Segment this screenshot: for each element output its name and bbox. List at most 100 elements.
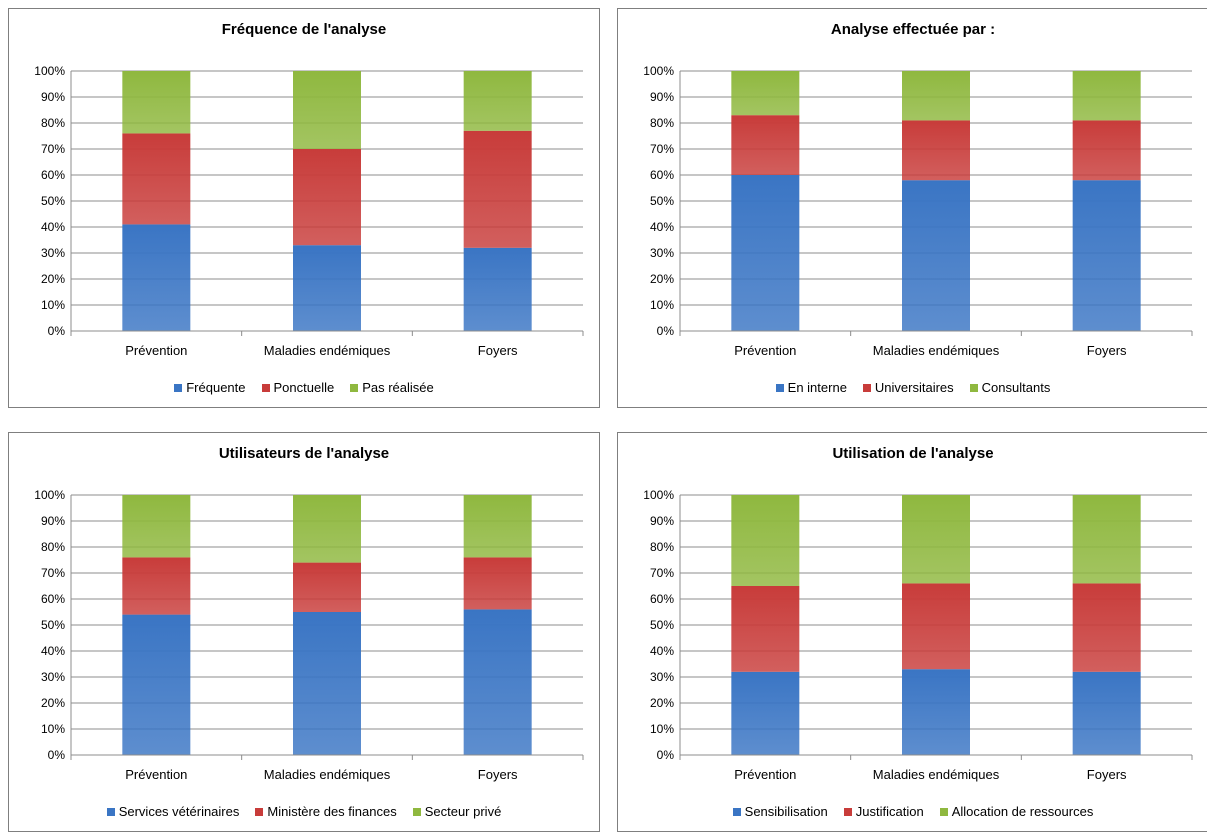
chart-legend: Sensibilisation Justification Allocation d… <box>618 804 1207 819</box>
bar-segment <box>902 583 970 670</box>
bar-segment <box>1072 120 1141 181</box>
legend-label: Ponctuelle <box>273 380 335 395</box>
legend-item: Ministère des finances <box>255 804 397 819</box>
chart-legend: En interne Universitaires Consultants <box>618 380 1207 395</box>
y-tick-label: 50% <box>650 194 674 208</box>
legend-item: Allocation de ressources <box>939 804 1094 819</box>
bar-segment <box>293 71 361 149</box>
y-tick-label: 90% <box>41 90 65 104</box>
bar-segment <box>293 612 361 755</box>
legend-label: Services vétérinaires <box>118 804 240 819</box>
legend-item: Consultants <box>969 380 1051 395</box>
y-tick-label: 60% <box>41 592 65 606</box>
legend-item: En interne <box>775 380 847 395</box>
bar-segment <box>1072 71 1141 121</box>
chart-title: Utilisateurs de l'analyse <box>218 445 390 462</box>
x-tick-label: Prévention <box>734 343 796 358</box>
y-tick-label: 50% <box>41 194 65 208</box>
y-tick-label: 10% <box>41 722 65 736</box>
x-tick-label: Foyers <box>1087 343 1127 358</box>
y-tick-label: 100% <box>34 64 65 78</box>
bar-segment <box>463 247 532 331</box>
y-tick-label: 90% <box>650 514 674 528</box>
y-tick-label: 10% <box>650 722 674 736</box>
bar-segment <box>1072 495 1141 584</box>
y-tick-label: 70% <box>650 142 674 156</box>
legend-item: Services vétérinaires <box>106 804 240 819</box>
y-tick-label: 70% <box>41 566 65 580</box>
bar-segment <box>463 71 532 131</box>
y-tick-label: 100% <box>643 64 674 78</box>
x-tick-label: Maladies endémiques <box>873 767 1000 782</box>
legend-label: Consultants <box>981 380 1051 395</box>
legend-swatch <box>261 383 270 392</box>
bar-segment <box>902 120 970 181</box>
bar-segment <box>293 495 361 563</box>
y-tick-label: 50% <box>41 618 65 632</box>
legend-label: Sensibilisation <box>744 804 828 819</box>
legend-swatch <box>255 807 264 816</box>
bar-segment <box>902 495 970 584</box>
y-tick-label: 20% <box>650 696 674 710</box>
legend-swatch <box>939 807 948 816</box>
bar-segment <box>1072 583 1141 672</box>
x-tick-label: Foyers <box>478 767 518 782</box>
legend-label: Allocation de ressources <box>951 804 1094 819</box>
chart-title: Fréquence de l'analyse <box>221 21 387 38</box>
x-tick-label: Prévention <box>125 343 187 358</box>
y-tick-label: 10% <box>41 298 65 312</box>
chart-plot: 0% 10% 20% 30% 40% 50% 60% 70% 80% 90% 100% Prévent… <box>34 488 584 782</box>
legend-item: Fréquente <box>174 380 246 395</box>
y-tick-label: 0% <box>657 324 675 338</box>
bar-segment <box>463 495 532 558</box>
x-tick-label: Maladies endémiques <box>873 343 1000 358</box>
bar-segment <box>902 669 970 755</box>
bar-segment <box>463 609 532 755</box>
bar-segment <box>463 557 532 610</box>
legend-swatch <box>412 807 421 816</box>
x-tick-label: Prévention <box>734 767 796 782</box>
y-tick-label: 70% <box>650 566 674 580</box>
legend-item: Ponctuelle <box>261 380 335 395</box>
y-tick-label: 40% <box>41 644 65 658</box>
x-tick-label: Prévention <box>125 767 187 782</box>
x-tick-label: Foyers <box>478 343 518 358</box>
y-tick-label: 80% <box>650 540 674 554</box>
bar-segment <box>122 224 191 331</box>
legend-item: Universitaires <box>862 380 954 395</box>
bar-segment <box>731 586 800 672</box>
legend-item: Secteur privé <box>412 804 501 819</box>
y-tick-label: 30% <box>650 670 674 684</box>
y-tick-label: 10% <box>650 298 674 312</box>
y-tick-label: 80% <box>41 540 65 554</box>
y-tick-label: 20% <box>41 272 65 286</box>
legend-swatch <box>732 807 741 816</box>
legend-swatch <box>969 383 978 392</box>
legend-label: Pas réalisée <box>362 380 434 395</box>
bar-segment <box>122 71 191 134</box>
x-tick-label: Foyers <box>1087 767 1127 782</box>
chart-legend: Services vétérinaires Ministère des finan… <box>9 804 599 819</box>
bar-segment <box>731 671 800 755</box>
y-tick-label: 90% <box>41 514 65 528</box>
chart-panel-frequence: Fréquence de l'analyse 0% 10% 20% 30% 40% 50%… <box>8 8 600 408</box>
legend-swatch <box>775 383 784 392</box>
bar-segment <box>122 557 191 615</box>
bar-segment <box>463 130 532 248</box>
legend-label: Universitaires <box>874 380 954 395</box>
bar-segment <box>902 180 970 331</box>
y-tick-label: 100% <box>643 488 674 502</box>
bar-segment <box>902 71 970 121</box>
chart-panel-utilisateurs: Utilisateurs de l'analyse 0% 10% 20% 30% 40%… <box>8 432 600 832</box>
bar-segment <box>731 495 800 586</box>
y-tick-label: 40% <box>650 220 674 234</box>
bar-segment <box>731 115 800 175</box>
legend-item: Justification <box>843 804 924 819</box>
y-tick-label: 20% <box>650 272 674 286</box>
y-tick-label: 60% <box>650 592 674 606</box>
bar-segment <box>731 175 800 331</box>
legend-label: Fréquente <box>186 380 246 395</box>
legend-label: Ministère des finances <box>267 804 397 819</box>
x-tick-label: Maladies endémiques <box>264 343 391 358</box>
bar-segment <box>1072 180 1141 331</box>
